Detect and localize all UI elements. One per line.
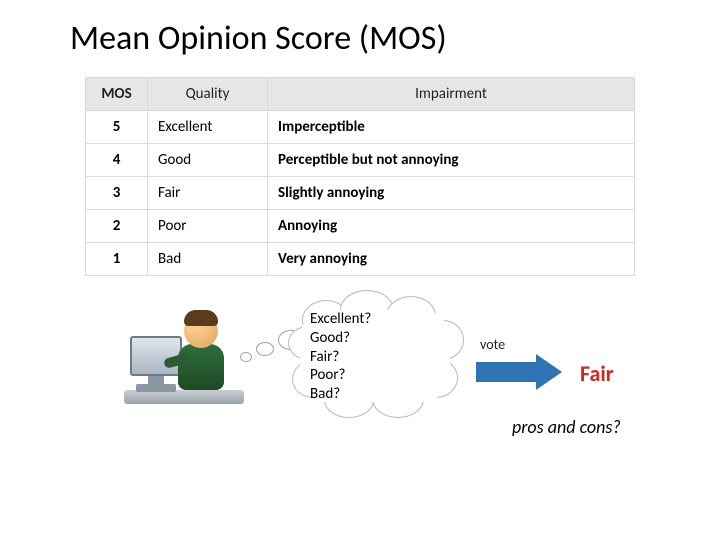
arrow-right-icon	[476, 356, 566, 388]
cell-quality: Fair	[148, 177, 268, 210]
cell-quality: Excellent	[148, 111, 268, 144]
vote-result: Fair	[580, 360, 614, 387]
cell-mos: 5	[86, 111, 148, 144]
table-row: 3 Fair Slightly annoying	[86, 177, 635, 210]
table-row: 4 Good Perceptible but not annoying	[86, 144, 635, 177]
vote-label: vote	[480, 336, 505, 353]
illustration-area: Excellent? Good? Fair? Poor? Bad? vote F…	[0, 286, 720, 466]
cell-impairment: Very annoying	[268, 243, 635, 276]
thought-line: Poor?	[310, 366, 371, 385]
cell-mos: 3	[86, 177, 148, 210]
thought-line: Good?	[310, 329, 371, 348]
table-row: 2 Poor Annoying	[86, 210, 635, 243]
pros-cons-text: pros and cons?	[512, 416, 621, 438]
col-impairment: Impairment	[268, 78, 635, 111]
slide-title: Mean Opinion Score (MOS)	[0, 0, 720, 59]
table-header-row: MOS Quality Impairment	[86, 78, 635, 111]
thought-bubble-dot-icon	[256, 342, 274, 356]
cell-quality: Poor	[148, 210, 268, 243]
cell-mos: 2	[86, 210, 148, 243]
cell-quality: Good	[148, 144, 268, 177]
table-row: 5 Excellent Imperceptible	[86, 111, 635, 144]
col-quality: Quality	[148, 78, 268, 111]
cell-quality: Bad	[148, 243, 268, 276]
thought-line: Fair?	[310, 348, 371, 367]
col-mos: MOS	[86, 78, 148, 111]
cell-impairment: Slightly annoying	[268, 177, 635, 210]
table-row: 1 Bad Very annoying	[86, 243, 635, 276]
cell-impairment: Imperceptible	[268, 111, 635, 144]
cell-impairment: Perceptible but not annoying	[268, 144, 635, 177]
person-at-computer-icon	[130, 304, 250, 424]
mos-table: MOS Quality Impairment 5 Excellent Imper…	[85, 77, 635, 276]
thought-bubble-dot-icon	[240, 352, 252, 362]
thought-line: Excellent?	[310, 310, 371, 329]
thought-options: Excellent? Good? Fair? Poor? Bad?	[310, 310, 371, 404]
cell-mos: 4	[86, 144, 148, 177]
cell-mos: 1	[86, 243, 148, 276]
cell-impairment: Annoying	[268, 210, 635, 243]
thought-line: Bad?	[310, 385, 371, 404]
